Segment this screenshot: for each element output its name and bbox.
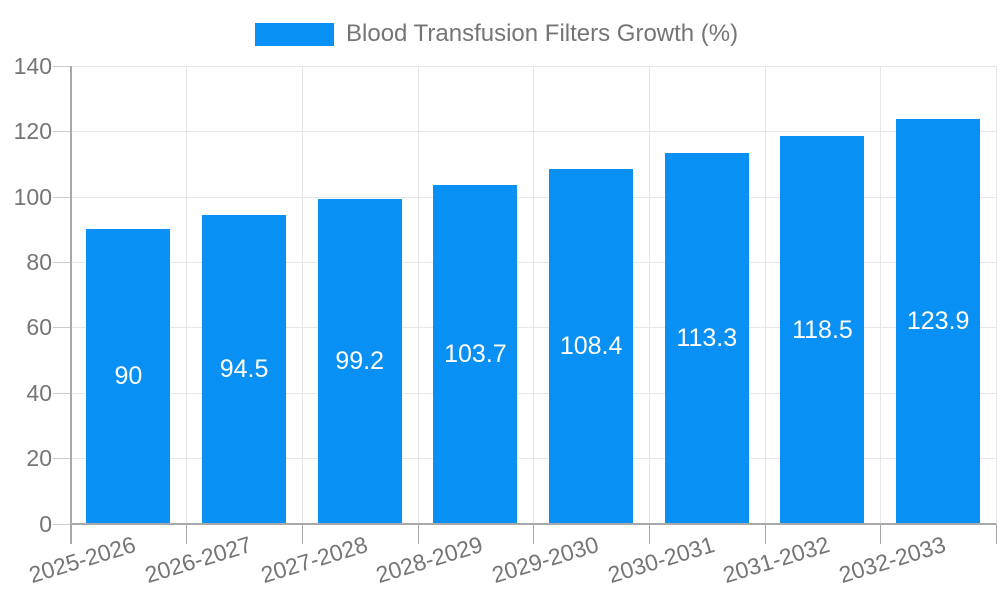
y-axis-tick <box>52 458 71 460</box>
y-axis-label: 100 <box>13 183 52 210</box>
x-axis-tick <box>533 523 535 544</box>
vertical-gridline <box>764 66 766 524</box>
bar-value-label: 118.5 <box>792 315 853 344</box>
horizontal-gridline <box>70 196 996 198</box>
horizontal-gridline <box>70 327 996 329</box>
chart-legend: Blood Transfusion Filters Growth (%) <box>255 20 738 48</box>
vertical-gridline <box>648 66 650 524</box>
bar-value-label: 90 <box>114 362 143 391</box>
y-axis-line <box>69 66 72 544</box>
horizontal-gridline <box>70 66 996 67</box>
bar-value-label: 123.9 <box>906 307 970 336</box>
bar[interactable] <box>317 199 402 524</box>
x-axis-tick <box>186 523 188 544</box>
vertical-gridline <box>417 66 419 524</box>
x-axis-tick <box>301 523 303 544</box>
vertical-gridline <box>533 66 535 524</box>
bar-value-label: 94.5 <box>219 355 269 384</box>
y-axis-tick <box>52 131 71 133</box>
horizontal-gridline <box>70 458 996 460</box>
bar-value-label: 99.2 <box>335 347 385 376</box>
x-axis-tick <box>417 523 419 544</box>
y-axis-label: 0 <box>39 510 52 537</box>
x-axis-tick <box>996 523 997 544</box>
x-axis-tick <box>764 523 766 544</box>
y-axis-label: 140 <box>13 53 52 79</box>
x-axis-tick <box>880 523 882 544</box>
y-axis-label: 40 <box>26 379 52 406</box>
bar[interactable] <box>433 184 518 524</box>
y-axis-label: 20 <box>26 445 52 472</box>
y-axis-tick <box>52 523 71 525</box>
horizontal-gridline <box>70 262 996 264</box>
bar[interactable] <box>780 136 865 524</box>
bar[interactable] <box>549 169 634 524</box>
bar[interactable] <box>202 214 287 524</box>
vertical-gridline <box>880 66 882 524</box>
legend-label: Blood Transfusion Filters Growth (%) <box>346 20 739 47</box>
x-axis-label: 2031-2032 <box>720 531 834 589</box>
bar[interactable] <box>664 153 749 524</box>
horizontal-gridline <box>70 392 996 394</box>
y-axis-label: 80 <box>26 249 52 276</box>
y-axis-label: 120 <box>13 118 52 145</box>
y-axis-tick <box>52 66 71 67</box>
x-axis-line <box>70 522 996 525</box>
bar[interactable] <box>896 118 981 524</box>
x-axis-label: 2032-2033 <box>835 531 949 589</box>
y-axis-label: 60 <box>26 314 52 341</box>
y-axis-tick <box>52 392 71 394</box>
x-axis-label: 2025-2026 <box>26 531 139 589</box>
x-axis-label: 2027-2028 <box>257 531 371 589</box>
x-axis-tick <box>648 523 650 544</box>
vertical-gridline <box>996 66 997 524</box>
legend-swatch <box>255 22 334 46</box>
x-axis-label: 2030-2031 <box>604 531 718 589</box>
x-axis-label: 2028-2029 <box>373 531 487 589</box>
y-axis-tick <box>52 327 71 329</box>
horizontal-gridline <box>70 131 996 133</box>
y-axis-tick <box>52 262 71 264</box>
bar[interactable] <box>86 229 171 524</box>
bar-value-label: 113.3 <box>676 324 738 353</box>
vertical-gridline <box>186 66 188 524</box>
x-axis-label: 2029-2030 <box>488 531 602 589</box>
y-axis-tick <box>52 196 71 198</box>
x-axis-label: 2026-2027 <box>141 531 255 589</box>
bar-value-label: 103.7 <box>444 340 507 369</box>
bar-value-label: 108.4 <box>559 332 623 361</box>
vertical-gridline <box>301 66 303 524</box>
